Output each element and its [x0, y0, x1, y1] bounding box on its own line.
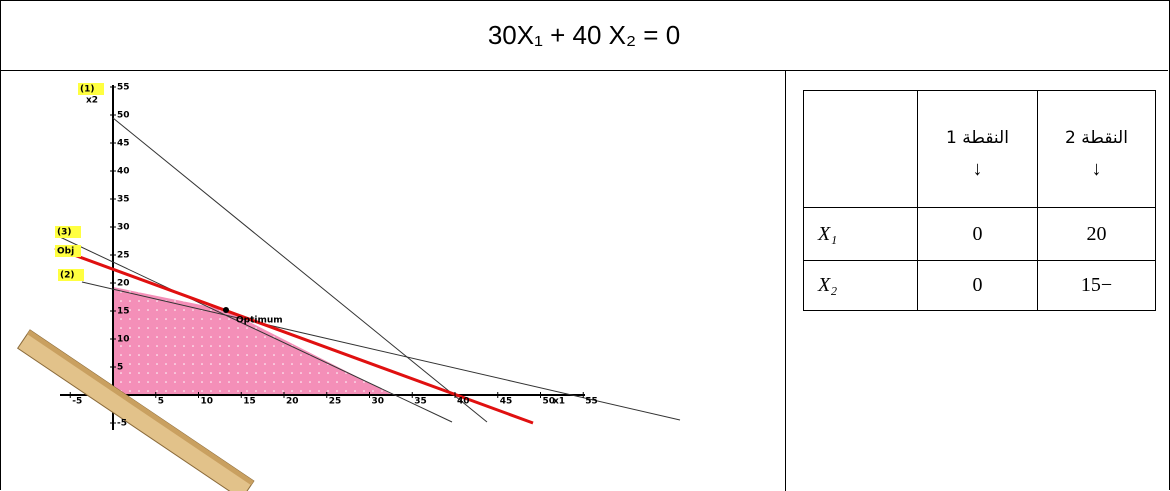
- y-tick-label: 50: [117, 111, 130, 121]
- arrow: ↓: [1091, 157, 1102, 180]
- line-label: (2): [60, 271, 75, 281]
- x-tick-label: 35: [414, 397, 427, 407]
- column-name: النقطة 2: [1065, 127, 1128, 148]
- row-label: X₂: [803, 260, 918, 311]
- title: 30X₁ + 40 X₂ = 0: [0, 0, 1168, 71]
- y-tick-label: 40: [117, 167, 130, 177]
- x-tick-label: 10: [201, 397, 214, 407]
- ruler: [17, 329, 255, 491]
- cell: 0: [917, 260, 1038, 311]
- objective-line: [54, 246, 534, 425]
- line-label-box: [55, 245, 81, 257]
- x-tick-label: 20: [286, 397, 299, 407]
- cell: 15−: [1037, 260, 1156, 311]
- y-tick-label: 30: [117, 223, 130, 233]
- x-tick-label: 30: [372, 397, 385, 407]
- empty-cell: [803, 90, 918, 208]
- arrow: ↓: [972, 157, 983, 180]
- x-tick-label: 45: [500, 397, 513, 407]
- line-label: (1): [80, 85, 95, 95]
- feasible-dots: [113, 287, 393, 395]
- x-tick-label: 25: [329, 397, 342, 407]
- column-header: النقطة 1 ↓: [917, 90, 1038, 208]
- points-table: النقطة 1 ↓ النقطة 2 ↓ X₁ 0 20 X₂ 0 15−: [803, 90, 1156, 311]
- cell-divider: [785, 71, 786, 491]
- cell: 0: [917, 207, 1038, 261]
- optimum-point: [223, 307, 229, 313]
- annotation: Optimum: [236, 316, 283, 326]
- x-axis-label: x1: [553, 397, 565, 407]
- constraint-1: [112, 117, 488, 423]
- x-tick-label: 5: [158, 397, 164, 407]
- y-tick-label: -5: [117, 419, 127, 429]
- y-tick-label: 5: [117, 363, 123, 373]
- y-axis-label: x2: [86, 96, 98, 106]
- y-tick-label: 20: [117, 279, 130, 289]
- x-tick-label: 55: [585, 397, 598, 407]
- x-tick-label: -5: [72, 397, 82, 407]
- x-tick-label: 40: [457, 397, 470, 407]
- line-label-box: [58, 269, 84, 281]
- row-label: X₁: [803, 207, 918, 261]
- column-name: النقطة 1: [946, 127, 1009, 148]
- x-tick-label: 15: [243, 397, 256, 407]
- line-label: Obj: [57, 247, 74, 257]
- x-tick-label: 50: [543, 397, 556, 407]
- line-label: (3): [57, 228, 72, 238]
- y-tick-label: 35: [117, 195, 130, 205]
- constraint-3: [59, 236, 453, 423]
- y-tick-label: 55: [117, 83, 130, 93]
- line-label-box: [78, 83, 104, 95]
- y-tick-label: 25: [117, 251, 130, 261]
- line-label-box: [55, 226, 81, 238]
- graph: Optimum -5 5 10 15 20 25 30 35 40 45 50 55 -5 5 10 15 20…: [17, 83, 681, 491]
- column-header: النقطة 2 ↓: [1037, 90, 1156, 208]
- y-tick-label: 15: [117, 307, 130, 317]
- cell: 20: [1037, 207, 1156, 261]
- constraint-2: [81, 281, 681, 421]
- y-tick-label: 10: [117, 335, 130, 345]
- y-tick-label: 45: [117, 139, 130, 149]
